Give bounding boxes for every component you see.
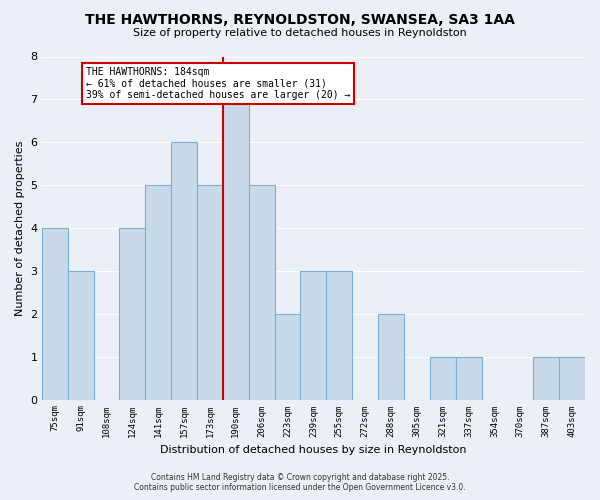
Bar [171,142,197,400]
Bar [559,358,585,400]
Bar [430,358,455,400]
Y-axis label: Number of detached properties: Number of detached properties [15,140,25,316]
Text: THE HAWTHORNS: 184sqm
← 61% of detached houses are smaller (31)
39% of semi-deta: THE HAWTHORNS: 184sqm ← 61% of detached … [86,67,350,100]
Bar [119,228,145,400]
Bar [326,272,352,400]
Bar [275,314,301,400]
Bar [68,272,94,400]
Bar [378,314,404,400]
Bar [249,186,275,400]
Bar [197,186,223,400]
Bar [223,100,249,400]
Bar [301,272,326,400]
X-axis label: Distribution of detached houses by size in Reynoldston: Distribution of detached houses by size … [160,445,467,455]
Bar [455,358,482,400]
Bar [42,228,68,400]
Bar [533,358,559,400]
Bar [145,186,171,400]
Text: Contains HM Land Registry data © Crown copyright and database right 2025.
Contai: Contains HM Land Registry data © Crown c… [134,473,466,492]
Text: THE HAWTHORNS, REYNOLDSTON, SWANSEA, SA3 1AA: THE HAWTHORNS, REYNOLDSTON, SWANSEA, SA3… [85,12,515,26]
Text: Size of property relative to detached houses in Reynoldston: Size of property relative to detached ho… [133,28,467,38]
